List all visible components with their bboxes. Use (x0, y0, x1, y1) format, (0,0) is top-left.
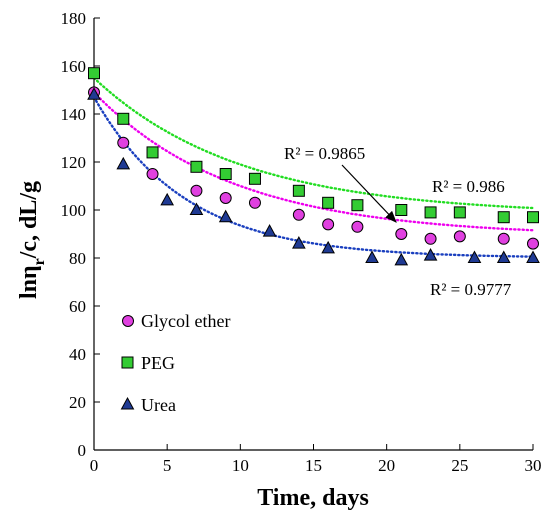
r2-label-urea: R² = 0.9777 (430, 280, 512, 299)
point-glycol-ether (497, 232, 510, 245)
y-tick-label: 0 (78, 441, 87, 460)
y-tick-label: 140 (61, 105, 87, 124)
legend-marker-peg (121, 356, 134, 369)
y-tick-label: 40 (69, 345, 86, 364)
y-tick-label: 120 (61, 153, 87, 172)
point-glycol-ether (248, 196, 261, 209)
legend-marker-glycol-ether (122, 315, 134, 327)
x-tick-label: 20 (378, 456, 395, 475)
point-urea (423, 248, 438, 261)
fit-curve-peg (92, 76, 535, 210)
point-urea (292, 236, 306, 249)
point-urea (467, 250, 482, 263)
legend-label-glycol-ether: Glycol ether (141, 311, 230, 331)
y-tick-label: 180 (61, 9, 87, 28)
point-glycol-ether (351, 220, 364, 233)
point-peg (146, 146, 159, 159)
point-peg (190, 160, 203, 173)
point-urea (526, 250, 540, 263)
legend: Glycol ether PEG Urea (120, 311, 230, 415)
point-glycol-ether (292, 208, 305, 221)
point-peg (527, 211, 539, 224)
point-urea (321, 240, 335, 254)
point-peg (248, 172, 261, 185)
legend-marker-urea (120, 396, 135, 410)
y-tick-label: 60 (69, 297, 86, 316)
point-urea (116, 156, 131, 170)
y-tick-label: 20 (69, 393, 86, 412)
point-glycol-ether (190, 184, 203, 197)
fit-curve-glycol-ether (92, 91, 535, 232)
point-urea (394, 252, 409, 266)
axes: 0 20 40 60 80 100 120 140 160 180 0 5 10 15 20 25 30 (61, 9, 542, 475)
annotation-arrow (341, 164, 397, 223)
x-tick-label: 5 (163, 456, 172, 475)
point-peg (351, 199, 364, 212)
y-tick-label: 80 (69, 249, 86, 268)
point-peg (292, 184, 305, 197)
legend-label-peg: PEG (141, 353, 175, 373)
point-glycol-ether (219, 192, 232, 204)
point-glycol-ether (453, 230, 466, 243)
point-glycol-ether (424, 232, 437, 245)
x-tick-label: 25 (451, 456, 468, 475)
y-axis-title: lnηr/c, dL/g (16, 181, 48, 299)
r2-label-glycol-ether: R² = 0.9865 (284, 144, 365, 163)
fit-curve-urea (92, 95, 535, 258)
point-peg (497, 211, 510, 224)
x-tick-label: 30 (525, 456, 542, 475)
point-urea (189, 202, 204, 215)
y-tick-label: 100 (61, 201, 87, 220)
x-axis-title: Time, days (257, 485, 369, 511)
point-glycol-ether (527, 237, 539, 250)
data-points (87, 67, 540, 266)
point-peg (395, 204, 408, 216)
point-urea (262, 224, 277, 237)
point-urea (160, 192, 175, 206)
fit-curves (92, 76, 535, 258)
point-glycol-ether (146, 168, 159, 180)
point-urea (218, 209, 233, 223)
x-tick-label: 10 (232, 456, 249, 475)
point-peg (424, 206, 437, 219)
point-glycol-ether (322, 218, 335, 231)
point-peg (322, 196, 335, 209)
x-tick-label: 15 (305, 456, 322, 475)
point-peg (88, 67, 100, 80)
point-urea (365, 250, 379, 263)
point-peg (117, 112, 130, 125)
r2-label-peg: R² = 0.986 (432, 177, 505, 196)
y-tick-label: 160 (61, 57, 87, 76)
point-urea (496, 250, 511, 263)
point-peg (219, 168, 232, 180)
legend-label-urea: Urea (141, 395, 176, 415)
point-urea (87, 87, 101, 100)
point-glycol-ether (395, 228, 408, 240)
point-glycol-ether (117, 136, 130, 149)
point-peg (453, 206, 466, 219)
x-tick-label: 0 (90, 456, 99, 475)
